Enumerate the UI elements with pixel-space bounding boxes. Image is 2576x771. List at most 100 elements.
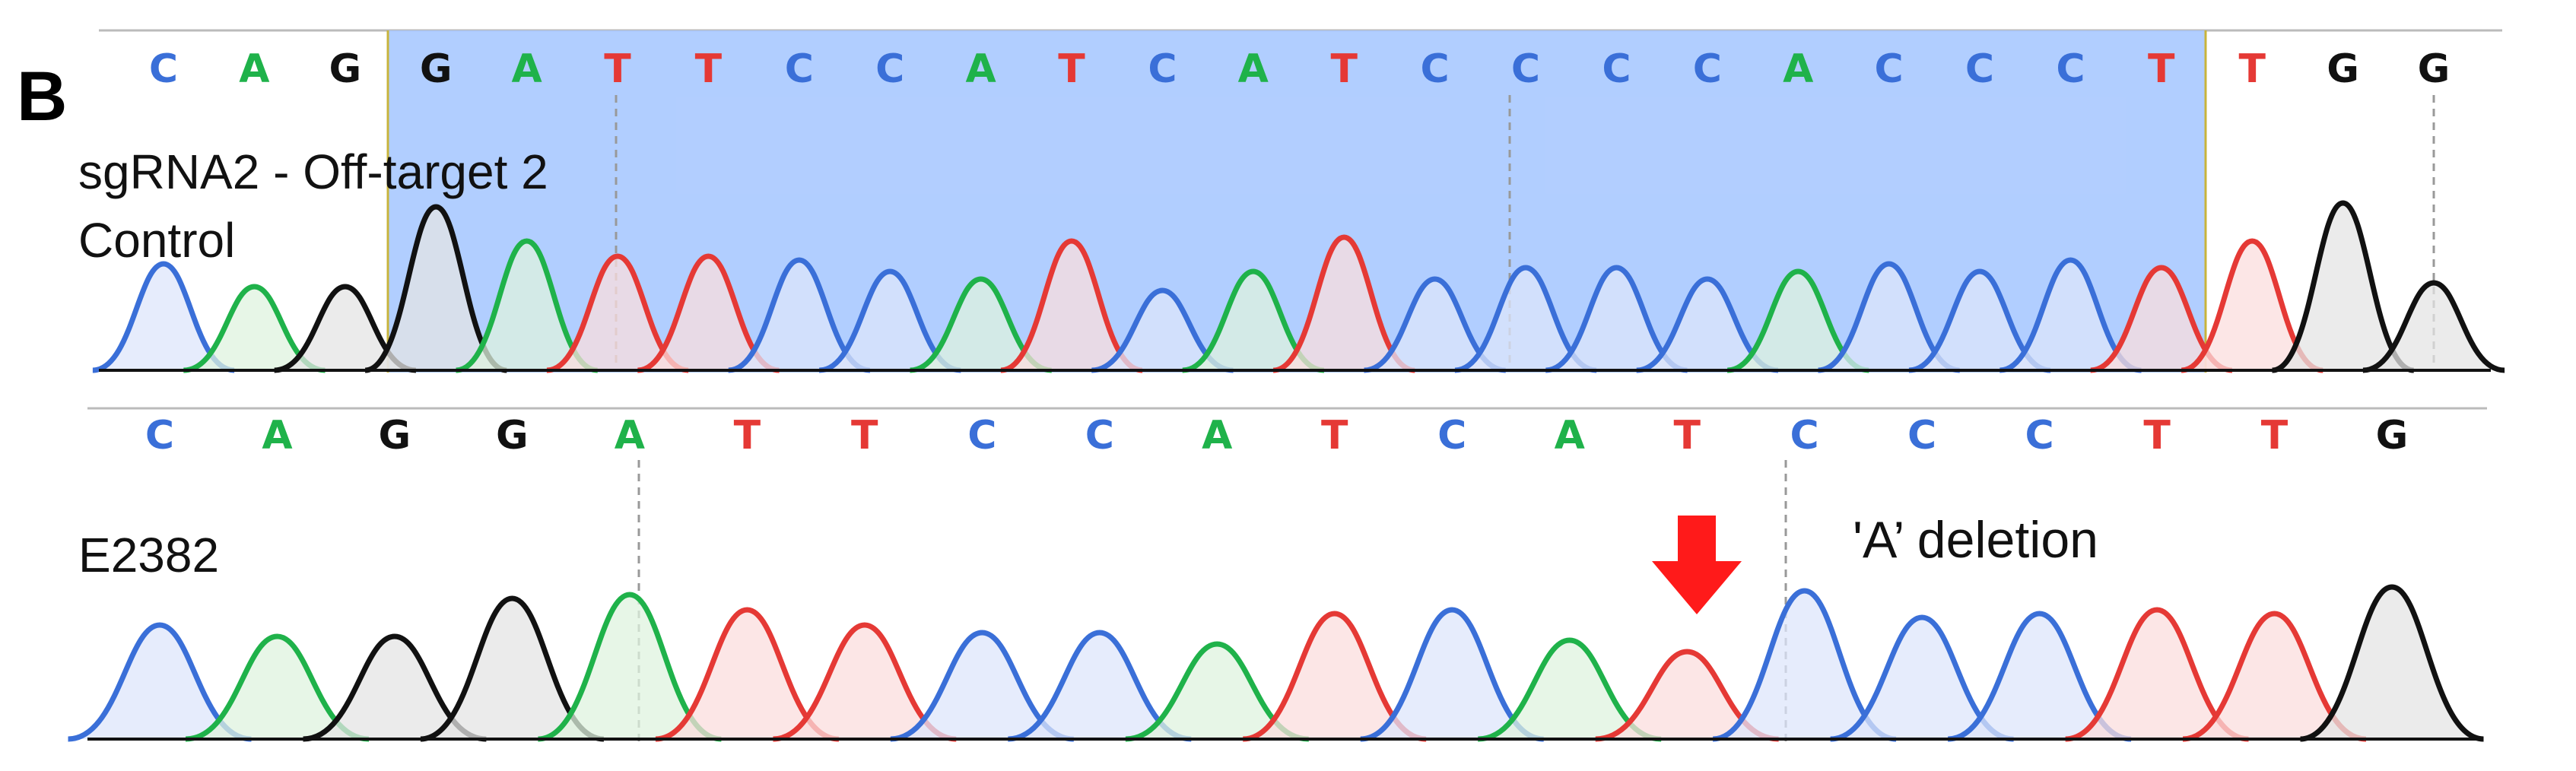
trace-peak-A: [185, 633, 370, 742]
base-call-A: A: [511, 46, 542, 92]
base-call-T: T: [695, 46, 723, 92]
base-call-T: T: [1321, 413, 1348, 458]
base-call-A: A: [239, 46, 269, 92]
base-call-A: A: [1202, 413, 1232, 458]
trace-peak-C: [1008, 630, 1192, 742]
trace-peak-T: [1242, 611, 1427, 742]
base-call-C: C: [1421, 46, 1450, 92]
base-call-C: C: [145, 413, 174, 458]
trace-peak-C: [728, 257, 871, 373]
control-panel: C A G G A T T C C A T C A T C C C C A C C C T T G G sgRNA2 - Off-…: [78, 29, 2505, 373]
trace-peak-C: [1454, 265, 1597, 373]
base-call-C: C: [875, 46, 904, 92]
base-call-A: A: [1238, 46, 1269, 92]
trace-peak-C: [890, 630, 1075, 742]
base-call-G: G: [420, 46, 453, 92]
base-call-C: C: [1790, 413, 1819, 458]
base-call-C: C: [2056, 46, 2085, 92]
trace-peak-A: [455, 238, 599, 373]
trace-peak-C: [1364, 276, 1507, 373]
trace-peak-C: [1360, 607, 1545, 742]
e2382-label: E2382: [78, 528, 219, 582]
base-call-G: G: [379, 413, 411, 458]
trace-peak-G: [364, 204, 507, 373]
trace-peak-A: [1477, 637, 1662, 742]
trace-peak-T: [2065, 607, 2249, 742]
trace-peak-G: [2362, 280, 2505, 373]
trace-peak-T: [637, 253, 780, 373]
base-call-C: C: [967, 413, 996, 458]
trace-peak-T: [2182, 611, 2367, 742]
base-call-T: T: [2148, 46, 2175, 92]
base-call-T: T: [1058, 46, 1085, 92]
trace-peak-T: [2090, 265, 2233, 373]
trace-peak-C: [1818, 261, 1961, 373]
trace-peak-C: [1947, 611, 2132, 742]
base-call-C: C: [1437, 413, 1466, 458]
base-call-C: C: [1965, 46, 1994, 92]
trace-peak-G: [303, 633, 487, 742]
base-call-T: T: [734, 413, 761, 458]
base-call-G: G: [2376, 413, 2409, 458]
base-call-T: T: [604, 46, 631, 92]
base-call-T: T: [2261, 413, 2289, 458]
panel-letter: B: [17, 58, 67, 135]
trace-peak-C: [1545, 265, 1688, 373]
trace-peak-C: [1636, 276, 1779, 373]
trace-peak-C: [1830, 614, 2014, 742]
base-call-G: G: [2418, 46, 2451, 92]
base-call-A: A: [1555, 413, 1585, 458]
base-call-G: G: [2327, 46, 2359, 92]
trace-peak-C: [68, 622, 252, 742]
trace-peak-T: [1272, 234, 1415, 373]
trace-peak-C: [1712, 588, 1897, 742]
base-call-T: T: [2238, 46, 2266, 92]
control-trace-peaks: [92, 200, 2505, 373]
base-call-C: C: [1148, 46, 1177, 92]
base-call-G: G: [496, 413, 529, 458]
trace-peak-A: [1726, 268, 1869, 373]
base-call-T: T: [1673, 413, 1701, 458]
base-call-A: A: [262, 413, 292, 458]
deletion-annotation: 'A’ deletion: [1853, 511, 2098, 569]
base-call-C: C: [785, 46, 814, 92]
base-call-G: G: [329, 46, 361, 92]
trace-peak-T: [1000, 238, 1143, 373]
trace-peak-C: [1999, 257, 2142, 373]
trace-peak-C: [818, 268, 961, 373]
deletion-arrow-icon: [1652, 516, 1742, 614]
base-call-C: C: [149, 46, 178, 92]
base-call-C: C: [1693, 46, 1722, 92]
base-call-C: C: [1907, 413, 1936, 458]
trace-peak-A: [538, 592, 722, 742]
e2382-panel: C A G G A T T C C A T C A T C C C T T G E2382 'A’ deletion: [68, 413, 2484, 742]
control-label-line1: sgRNA2 - Off-target 2: [78, 144, 548, 199]
trace-peak-T: [773, 622, 957, 742]
base-call-C: C: [1875, 46, 1904, 92]
control-label-line2: Control: [78, 213, 235, 268]
base-call-C: C: [1511, 46, 1540, 92]
sgrna-target-highlight: [388, 30, 2206, 373]
base-call-A: A: [1783, 46, 1813, 92]
trace-peak-A: [1125, 641, 1310, 742]
trace-peak-T: [546, 253, 689, 373]
trace-peak-C: [1091, 287, 1234, 373]
base-call-C: C: [2025, 413, 2054, 458]
base-call-T: T: [1330, 46, 1358, 92]
trace-peak-G: [2271, 200, 2415, 373]
base-call-C: C: [1602, 46, 1631, 92]
trace-peak-A: [183, 284, 326, 373]
trace-peak-G: [2300, 584, 2484, 742]
trace-peak-C: [1908, 268, 2051, 373]
trace-peak-G: [420, 595, 605, 742]
trace-peak-T: [2181, 238, 2323, 373]
base-call-C: C: [1085, 413, 1114, 458]
trace-peak-T: [655, 607, 840, 742]
e2382-trace-peaks: [68, 584, 2484, 742]
base-call-A: A: [965, 46, 996, 92]
trace-peak-C: [92, 261, 235, 373]
base-call-T: T: [851, 413, 878, 458]
